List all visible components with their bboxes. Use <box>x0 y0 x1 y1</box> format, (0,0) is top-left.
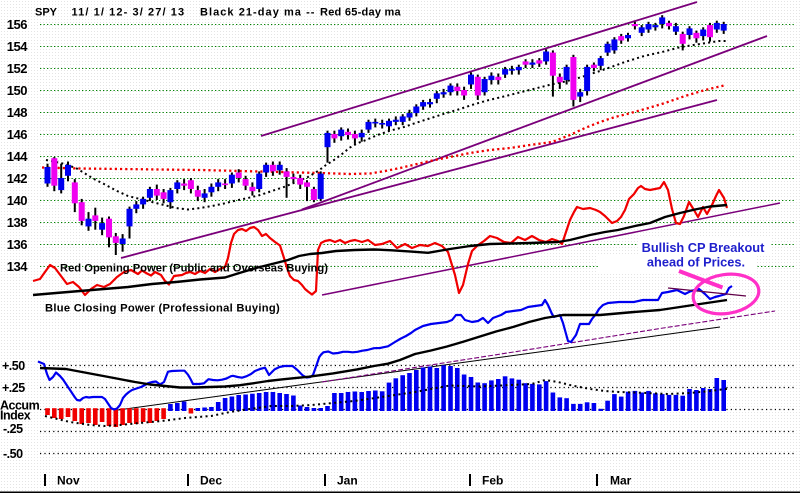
svg-text:Nov: Nov <box>57 474 80 488</box>
svg-text:Feb: Feb <box>482 474 503 488</box>
svg-text:+.50: +.50 <box>2 359 25 373</box>
svg-text:-.25: -.25 <box>3 422 23 436</box>
svg-text:150: 150 <box>7 83 27 98</box>
svg-text:+.25: +.25 <box>2 381 25 395</box>
svg-text:152: 152 <box>7 61 27 76</box>
svg-text:11/ 1/ 12- 3/ 27/ 13: 11/ 1/ 12- 3/ 27/ 13 <box>72 7 186 19</box>
svg-text:154: 154 <box>7 39 28 54</box>
svg-text:Dec: Dec <box>200 474 222 488</box>
svg-text:136: 136 <box>7 237 27 252</box>
svg-text:Accum: Accum <box>0 398 40 412</box>
svg-text:Black 21-day ma --: Black 21-day ma -- <box>200 7 316 19</box>
svg-text:144: 144 <box>7 149 28 164</box>
svg-text:Red 65-day ma: Red 65-day ma <box>320 7 402 19</box>
svg-text:Jan: Jan <box>337 474 358 488</box>
svg-text:ahead of Prices.: ahead of Prices. <box>647 255 745 270</box>
svg-text:140: 140 <box>7 193 27 208</box>
svg-text:Index: Index <box>0 409 31 423</box>
svg-text:-.50: -.50 <box>3 447 23 461</box>
svg-text:Red Opening Power (Public and: Red Opening Power (Public and Overseas B… <box>60 263 328 275</box>
svg-text:134: 134 <box>7 259 28 274</box>
svg-text:146: 146 <box>7 127 27 142</box>
svg-text:Bullish CP Breakout: Bullish CP Breakout <box>642 240 766 255</box>
svg-text:Mar: Mar <box>610 474 632 488</box>
svg-text:138: 138 <box>7 215 27 230</box>
svg-text:Blue Closing Power (Profession: Blue Closing Power (Professional Buying) <box>45 303 280 315</box>
svg-text:156: 156 <box>7 17 27 32</box>
svg-text:SPY: SPY <box>35 7 58 19</box>
svg-text:142: 142 <box>7 171 27 186</box>
svg-text:148: 148 <box>7 105 27 120</box>
